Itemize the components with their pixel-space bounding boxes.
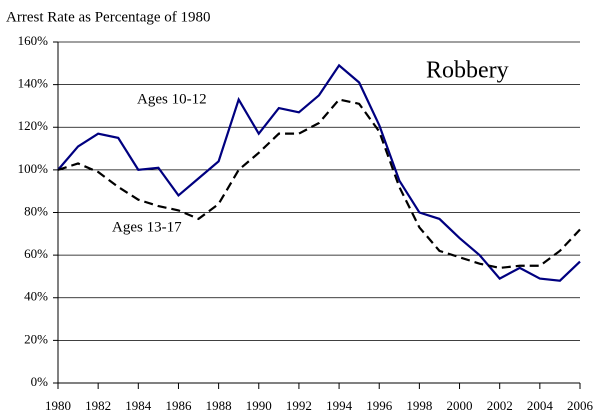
chart-title: Arrest Rate as Percentage of 1980	[6, 9, 211, 25]
y-tick-label: 20%	[24, 331, 48, 346]
x-tick-label: 1998	[406, 398, 432, 413]
y-tick-label: 160%	[18, 33, 49, 48]
y-tick-label: 100%	[18, 161, 49, 176]
x-tick-label: 2006	[567, 398, 594, 413]
x-tick-label: 1982	[85, 398, 111, 413]
x-tick-label: 1986	[165, 398, 192, 413]
x-tick-label: 1990	[246, 398, 272, 413]
x-tick-label: 2000	[447, 398, 473, 413]
x-tick-label: 1992	[286, 398, 312, 413]
x-tick-label: 1980	[45, 398, 71, 413]
series-label: Ages 13-17	[112, 219, 182, 235]
y-tick-label: 40%	[24, 289, 48, 304]
x-tick-label: 1994	[326, 398, 353, 413]
y-tick-label: 120%	[18, 118, 49, 133]
y-tick-label: 140%	[18, 76, 49, 91]
y-tick-label: 60%	[24, 246, 48, 261]
annotation: Robbery	[426, 58, 509, 84]
series-line	[57, 98, 581, 270]
x-tick-label: 1988	[206, 398, 232, 413]
x-tick-label: 2002	[487, 398, 513, 413]
y-tick-label: 0%	[31, 374, 49, 389]
x-tick-label: 1984	[125, 398, 152, 413]
series-line	[57, 63, 581, 282]
x-tick-label: 1996	[366, 398, 393, 413]
series-label: Ages 10-12	[137, 91, 207, 107]
x-tick-label: 2004	[527, 398, 554, 413]
y-tick-label: 80%	[24, 203, 48, 218]
